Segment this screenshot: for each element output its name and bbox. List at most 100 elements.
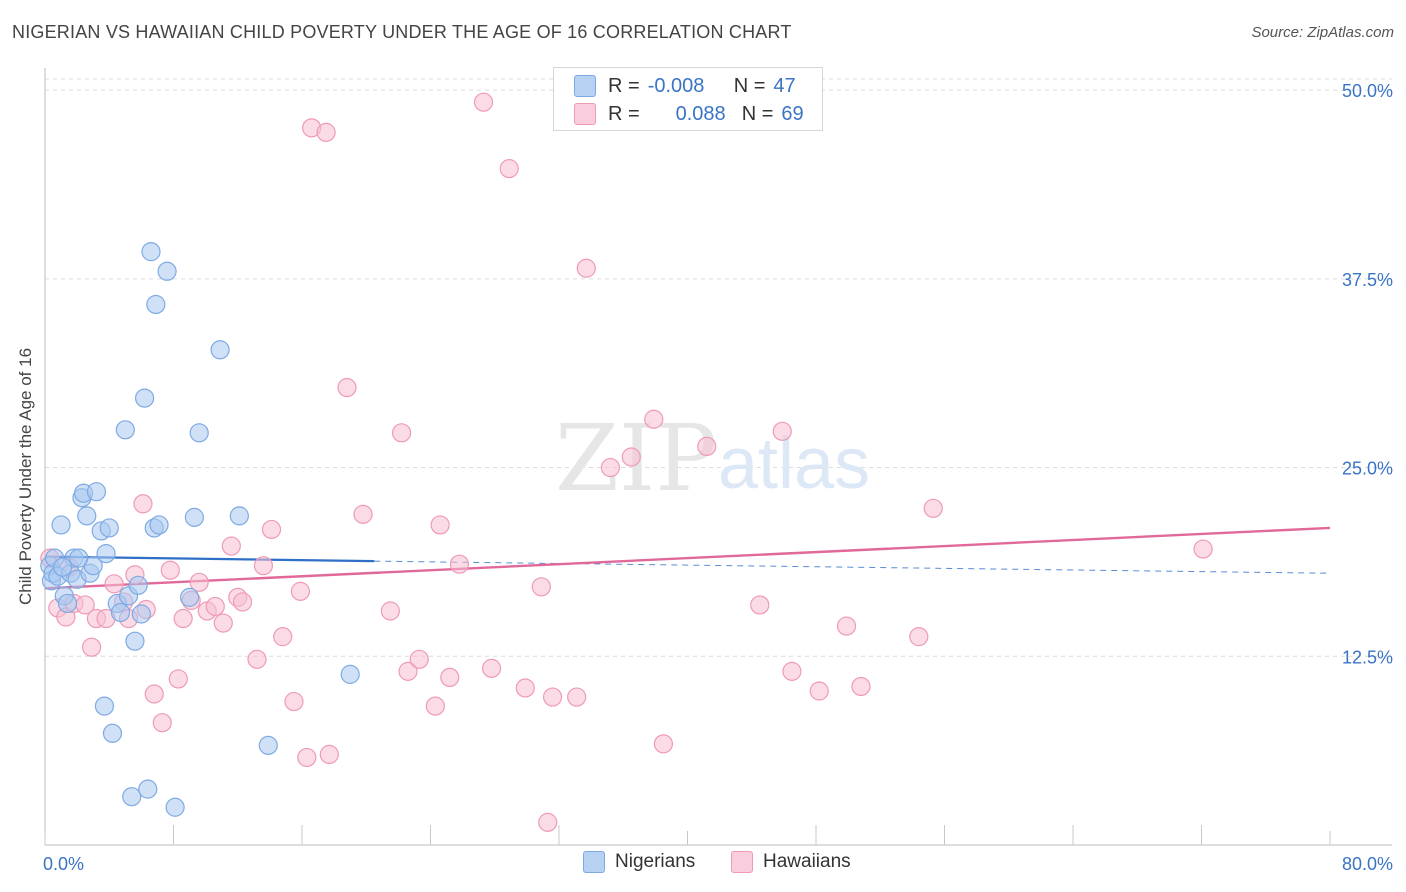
y-tick-label: 12.5% (1342, 647, 1393, 667)
hawaiian-point (297, 747, 317, 768)
y-tick-label: 25.0% (1342, 459, 1393, 479)
hawaiian-point (538, 812, 558, 832)
legend-n-label: N = (733, 74, 766, 97)
hawaiian-point (1193, 539, 1213, 559)
hawaiian-point (515, 678, 535, 698)
hawaiian-point (247, 649, 267, 669)
legend-swatch-hawaiians (731, 851, 753, 873)
hawaiian-point (232, 592, 253, 612)
hawaiian-point (168, 669, 188, 689)
hawaiian-point (909, 627, 929, 647)
legend-r-label: R = (608, 74, 640, 97)
nigerian-point (157, 261, 177, 281)
nigerian-point (122, 787, 142, 807)
nigerian-point (141, 242, 161, 262)
hawaiian-point (600, 457, 621, 478)
hawaiian-point (621, 447, 641, 467)
hawaiian-point (380, 601, 400, 621)
gridlines (45, 78, 1392, 657)
nigerian-point (229, 506, 249, 526)
nigerian-point (115, 420, 135, 440)
hawaiian-point (836, 616, 857, 636)
series-legend: Nigerians Hawaiians (0, 851, 1406, 879)
watermark-atlas: atlas (718, 424, 870, 504)
legend-n-value: 69 (781, 102, 804, 125)
hawaiian-point (809, 681, 829, 701)
trend-lines (44, 526, 1331, 590)
hawaiian-point (205, 596, 225, 617)
legend-swatch-nigerians (583, 851, 605, 873)
hawaiian-point (81, 637, 102, 657)
hawaiian-point (398, 661, 418, 681)
nigerian-trend-dashed (374, 560, 1331, 574)
hawaiian-point (173, 608, 193, 629)
hawaiian-point (319, 744, 339, 765)
hawaiian-point (261, 519, 282, 540)
legend-row-hawaiians: R = 0.088 N = 69 (574, 102, 804, 126)
nigerian-point (57, 593, 78, 614)
hawaiian-point (653, 734, 674, 754)
hawaiian-point (576, 258, 596, 278)
data-points (40, 92, 1213, 832)
legend-row-nigerians: R = -0.008 N = 47 (574, 74, 796, 98)
nigerian-point (134, 388, 155, 408)
nigerian-point (138, 779, 158, 799)
nigerian-point (165, 797, 185, 817)
hawaiian-point (644, 409, 664, 429)
hawaiian-point (772, 421, 792, 441)
nigerian-point (340, 664, 360, 684)
hawaiian-point (290, 581, 310, 601)
legend-r-value: -0.008 (647, 74, 705, 97)
hawaiian-point (273, 627, 293, 647)
nigerian-point (102, 723, 123, 743)
x-tick-label: 80.0% (1342, 854, 1393, 874)
hawaiian-point (851, 676, 871, 697)
nigerian-point (184, 507, 204, 527)
hawaiian-point (133, 494, 153, 514)
nigerian-point (110, 602, 131, 623)
hawaiian-point (104, 574, 124, 594)
hawaiian-point (531, 577, 551, 597)
nigerian-point (77, 506, 97, 526)
tick-labels: 12.5% 25.0% 37.5% 50.0% 0.0% 80.0% (43, 81, 1393, 874)
hawaiian-point (284, 691, 304, 712)
hawaiian-point (253, 556, 274, 576)
source-label: Source: ZipAtlas.com (1251, 24, 1394, 41)
hawaiian-point (353, 504, 373, 524)
hawaiian-point (782, 661, 802, 681)
nigerian-point (86, 482, 107, 502)
legend-label-nigerians: Nigerians (615, 851, 696, 872)
hawaiian-trend-line (44, 526, 1331, 590)
y-tick-label: 50.0% (1342, 81, 1393, 101)
nigerian-point (125, 631, 145, 651)
x-tick-label: 0.0% (43, 854, 84, 874)
hawaiian-point (430, 515, 450, 535)
legend-swatch-nigerians (574, 75, 596, 97)
y-tick-label: 37.5% (1342, 270, 1393, 290)
legend-r-label: R = (608, 102, 640, 125)
nigerian-point (189, 423, 209, 443)
nigerian-point (96, 544, 116, 564)
hawaiian-point (697, 436, 717, 457)
legend-item-hawaiians[interactable]: Hawaiians (731, 851, 851, 873)
hawaiian-point (213, 613, 233, 633)
hawaiian-point (316, 122, 336, 142)
nigerian-point (146, 294, 166, 315)
legend-n-label: N = (741, 102, 774, 125)
hawaiian-point (152, 713, 172, 733)
nigerian-point (99, 518, 119, 538)
hawaiian-point (473, 92, 494, 112)
nigerian-point (131, 604, 151, 624)
hawaiian-point (499, 159, 519, 179)
legend-item-nigerians[interactable]: Nigerians (583, 851, 695, 873)
nigerian-point (53, 557, 73, 577)
hawaiian-point (542, 687, 563, 707)
hawaiian-point (449, 554, 470, 574)
legend-swatch-hawaiians (574, 103, 596, 125)
legend-label-hawaiians: Hawaiians (763, 851, 851, 872)
hawaiian-point (144, 684, 164, 704)
legend-n-value: 47 (773, 74, 796, 97)
nigerian-point (51, 515, 71, 535)
nigerian-point (149, 515, 169, 535)
